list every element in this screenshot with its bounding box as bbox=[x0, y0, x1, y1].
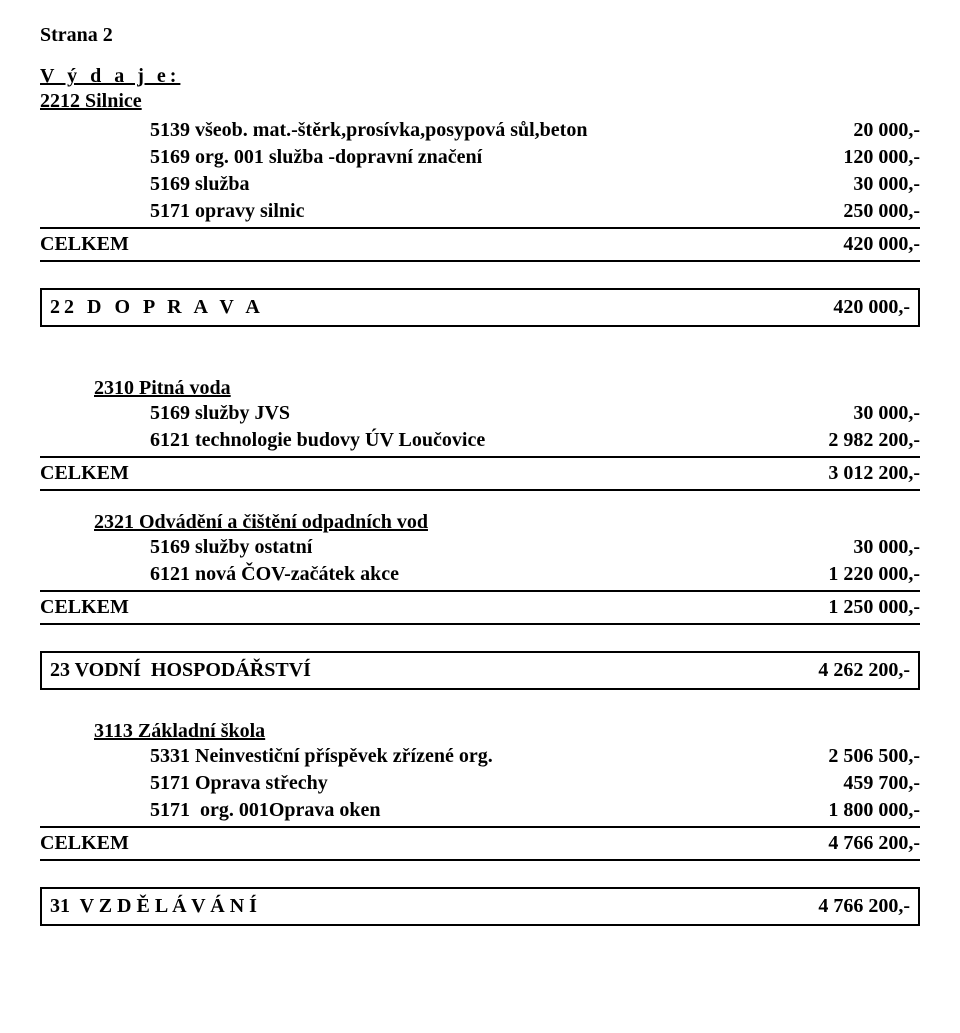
boxed-value: 420 000,- bbox=[833, 294, 910, 321]
total-row: CELKEM 1 250 000,- bbox=[40, 590, 920, 625]
line-label: 6121 technologie budovy ÚV Loučovice bbox=[40, 427, 485, 454]
line-label: 5171 Oprava střechy bbox=[40, 770, 328, 797]
line-item: 5171 org. 001Oprava oken 1 800 000,- bbox=[40, 797, 920, 824]
line-value: 1 800 000,- bbox=[828, 797, 920, 824]
line-item: 6121 nová ČOV-začátek akce 1 220 000,- bbox=[40, 561, 920, 588]
total-row: CELKEM 4 766 200,- bbox=[40, 826, 920, 861]
total-label: CELKEM bbox=[40, 460, 129, 487]
total-value: 1 250 000,- bbox=[828, 594, 920, 621]
group-heading: 2310 Pitná voda bbox=[40, 377, 920, 400]
line-item: 5139 všeob. mat.-štěrk,prosívka,posypová… bbox=[40, 117, 920, 144]
group-heading: 3113 Základní škola bbox=[40, 720, 920, 743]
line-value: 30 000,- bbox=[853, 534, 920, 561]
section-title: V ý d a j e: bbox=[40, 65, 920, 88]
line-label: 6121 nová ČOV-začátek akce bbox=[40, 561, 399, 588]
total-value: 420 000,- bbox=[843, 231, 920, 258]
line-value: 30 000,- bbox=[853, 171, 920, 198]
section-subheading: 2212 Silnice bbox=[40, 90, 920, 113]
line-label: 5171 org. 001Oprava oken bbox=[40, 797, 381, 824]
line-label: 5139 všeob. mat.-štěrk,prosívka,posypová… bbox=[40, 117, 587, 144]
line-item: 5171 opravy silnic 250 000,- bbox=[40, 198, 920, 225]
boxed-label: 22 D O P R A V A bbox=[50, 294, 264, 321]
total-value: 4 766 200,- bbox=[828, 830, 920, 857]
total-label: CELKEM bbox=[40, 594, 129, 621]
total-row: CELKEM 420 000,- bbox=[40, 227, 920, 262]
line-value: 2 982 200,- bbox=[828, 427, 920, 454]
line-value: 30 000,- bbox=[853, 400, 920, 427]
line-label: 5169 služby JVS bbox=[40, 400, 290, 427]
line-value: 120 000,- bbox=[843, 144, 920, 171]
line-label: 5169 služby ostatní bbox=[40, 534, 312, 561]
line-item: 5169 služby ostatní 30 000,- bbox=[40, 534, 920, 561]
line-item: 5169 služby JVS 30 000,- bbox=[40, 400, 920, 427]
line-item: 5331 Neinvestiční příspěvek zřízené org.… bbox=[40, 743, 920, 770]
total-value: 3 012 200,- bbox=[828, 460, 920, 487]
line-item: 6121 technologie budovy ÚV Loučovice 2 9… bbox=[40, 427, 920, 454]
group-heading: 2321 Odvádění a čištění odpadních vod bbox=[40, 511, 920, 534]
line-value: 20 000,- bbox=[853, 117, 920, 144]
boxed-total: 22 D O P R A V A 420 000,- bbox=[40, 288, 920, 327]
line-item: 5171 Oprava střechy 459 700,- bbox=[40, 770, 920, 797]
line-label: 5171 opravy silnic bbox=[40, 198, 304, 225]
line-label: 5169 služba bbox=[40, 171, 249, 198]
line-item: 5169 org. 001 služba -dopravní značení 1… bbox=[40, 144, 920, 171]
line-value: 1 220 000,- bbox=[828, 561, 920, 588]
line-value: 2 506 500,- bbox=[828, 743, 920, 770]
total-label: CELKEM bbox=[40, 830, 129, 857]
boxed-value: 4 262 200,- bbox=[818, 657, 910, 684]
line-label: 5169 org. 001 služba -dopravní značení bbox=[40, 144, 482, 171]
boxed-total: 31 V Z D Ě L Á V Á N Í 4 766 200,- bbox=[40, 887, 920, 926]
line-item: 5169 služba 30 000,- bbox=[40, 171, 920, 198]
boxed-total: 23 VODNÍ HOSPODÁŘSTVÍ 4 262 200,- bbox=[40, 651, 920, 690]
line-value: 250 000,- bbox=[843, 198, 920, 225]
boxed-label: 31 V Z D Ě L Á V Á N Í bbox=[50, 893, 257, 920]
boxed-value: 4 766 200,- bbox=[818, 893, 910, 920]
total-row: CELKEM 3 012 200,- bbox=[40, 456, 920, 491]
line-label: 5331 Neinvestiční příspěvek zřízené org. bbox=[40, 743, 493, 770]
line-value: 459 700,- bbox=[843, 770, 920, 797]
boxed-label: 23 VODNÍ HOSPODÁŘSTVÍ bbox=[50, 657, 311, 684]
total-label: CELKEM bbox=[40, 231, 129, 258]
page-label: Strana 2 bbox=[40, 24, 920, 47]
